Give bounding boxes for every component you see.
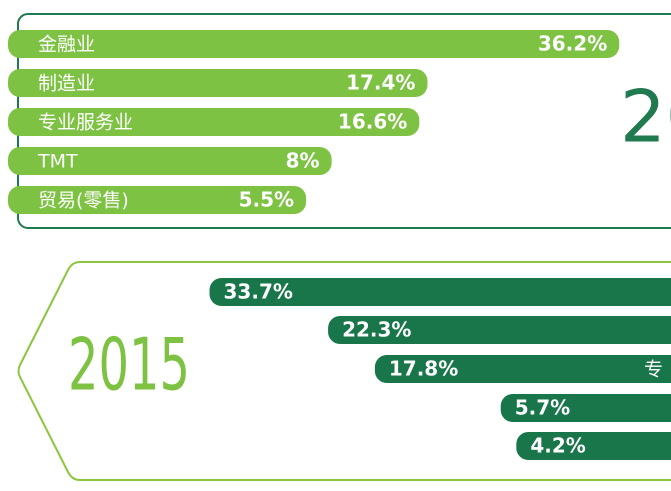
category-label: TMT [37, 151, 78, 173]
category-label: 制造业 [38, 73, 95, 95]
value-label: 17.4% [346, 71, 415, 95]
value-label: 5.7% [515, 396, 570, 420]
bar [500, 394, 671, 422]
bar [209, 278, 671, 306]
bar [328, 316, 671, 344]
value-label: 33.7% [224, 280, 293, 304]
value-label: 17.8% [389, 357, 458, 381]
bar [374, 355, 671, 383]
value-label: 8% [286, 149, 320, 173]
bar [8, 69, 428, 97]
category-label: 专 [644, 359, 663, 381]
year-label: 20 [620, 75, 671, 159]
value-label: 5.5% [239, 188, 294, 212]
bar [8, 186, 307, 214]
bar [516, 432, 671, 460]
category-label: 金融业 [38, 34, 95, 56]
value-label: 4.2% [530, 434, 585, 458]
value-label: 36.2% [538, 32, 607, 56]
value-label: 22.3% [342, 318, 411, 342]
year-label: 2015 [68, 323, 190, 407]
category-label: 专业服务业 [38, 112, 133, 134]
category-label: 贸易(零售) [38, 190, 129, 212]
bar [8, 147, 332, 175]
value-label: 16.6% [338, 110, 407, 134]
bar [8, 108, 420, 136]
bar [8, 30, 620, 58]
